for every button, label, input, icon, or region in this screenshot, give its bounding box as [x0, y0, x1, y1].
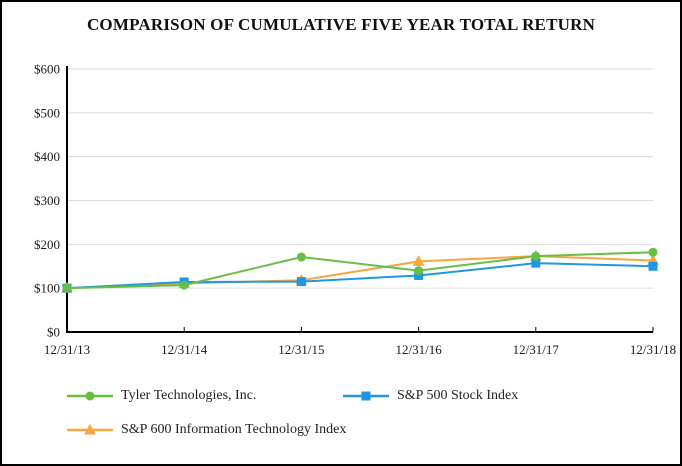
svg-text:$500: $500 [34, 105, 60, 120]
svg-text:$300: $300 [34, 193, 60, 208]
svg-text:12/31/16: 12/31/16 [395, 342, 442, 357]
legend-key-circle-icon [67, 391, 113, 401]
svg-text:$0: $0 [47, 325, 60, 340]
svg-text:$100: $100 [34, 281, 60, 296]
legend-label-tyler: Tyler Technologies, Inc. [121, 388, 257, 403]
chart-title: COMPARISON OF CUMULATIVE FIVE YEAR TOTAL… [86, 15, 596, 34]
svg-text:$600: $600 [34, 62, 60, 77]
legend-key-triangle-icon [67, 423, 113, 435]
legend-key-square-icon [343, 391, 389, 401]
legend-label-sp600it: S&P 600 Information Technology Index [121, 422, 347, 437]
svg-text:12/31/13: 12/31/13 [44, 342, 90, 357]
svg-text:$200: $200 [34, 237, 60, 252]
svg-text:12/31/15: 12/31/15 [278, 342, 324, 357]
legend-item-sp500: S&P 500 Stock Index [343, 388, 518, 404]
legend-item-tyler: Tyler Technologies, Inc. [67, 388, 256, 404]
svg-text:12/31/14: 12/31/14 [161, 342, 208, 357]
svg-text:12/31/18: 12/31/18 [630, 342, 676, 357]
legend-item-sp600it: S&P 600 Information Technology Index [67, 422, 346, 438]
svg-text:12/31/17: 12/31/17 [513, 342, 560, 357]
legend-label-sp500: S&P 500 Stock Index [397, 388, 519, 403]
svg-text:$400: $400 [34, 149, 60, 164]
